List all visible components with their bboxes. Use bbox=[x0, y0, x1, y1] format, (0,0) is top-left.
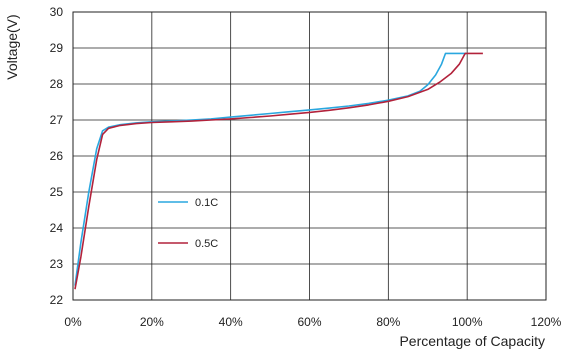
y-tick-label: 26 bbox=[50, 149, 64, 163]
x-tick-label: 60% bbox=[297, 315, 321, 329]
y-tick-label: 27 bbox=[50, 113, 64, 127]
y-tick-label: 30 bbox=[50, 5, 64, 19]
x-tick-label: 100% bbox=[452, 315, 483, 329]
y-tick-label: 29 bbox=[50, 41, 64, 55]
x-axis-ticks: 0% 20% 40% 60% 80% 100% 120% bbox=[64, 315, 561, 329]
y-tick-label: 25 bbox=[50, 185, 64, 199]
plot-frame bbox=[72, 11, 547, 301]
series-line-01c bbox=[74, 52, 468, 286]
y-tick-label: 28 bbox=[50, 77, 64, 91]
series-line-05c bbox=[74, 52, 483, 290]
series-group bbox=[74, 52, 483, 290]
legend-label: 0.5C bbox=[195, 238, 218, 250]
gridlines bbox=[72, 11, 547, 301]
legend-label: 0.1C bbox=[195, 197, 218, 209]
y-axis-ticks: 22 23 24 25 26 27 28 29 30 bbox=[50, 5, 64, 307]
y-tick-label: 22 bbox=[50, 293, 64, 307]
x-tick-label: 40% bbox=[219, 315, 243, 329]
y-axis-label: Voltage(V) bbox=[4, 14, 20, 79]
x-tick-label: 20% bbox=[140, 315, 164, 329]
y-tick-label: 23 bbox=[50, 257, 64, 271]
x-tick-label: 120% bbox=[531, 315, 562, 329]
x-tick-label: 0% bbox=[64, 315, 82, 329]
x-axis-label: Percentage of Capacity bbox=[399, 333, 545, 349]
y-tick-label: 24 bbox=[50, 221, 64, 235]
legend: 0.1C 0.5C bbox=[158, 197, 218, 250]
x-tick-label: 80% bbox=[376, 315, 400, 329]
